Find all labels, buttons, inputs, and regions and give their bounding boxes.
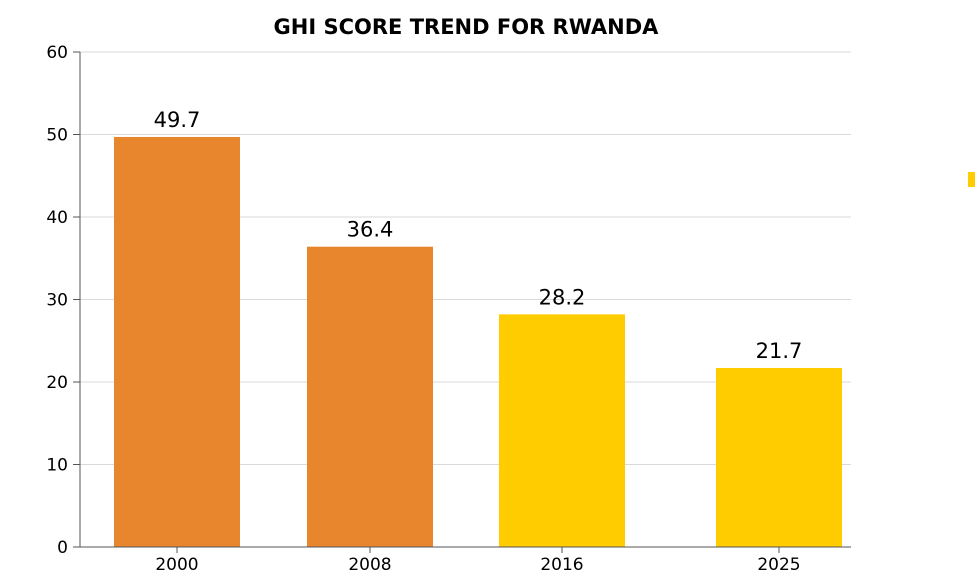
x-tick-label: 2025 (757, 555, 800, 575)
y-tick-label: 60 (46, 43, 68, 63)
x-tick-label: 2008 (348, 555, 391, 575)
x-tick-label: 2016 (540, 555, 583, 575)
bar-2016 (499, 314, 625, 547)
bars (114, 136, 842, 547)
data-labels: 49.7 36.4 28.2 21.7 (154, 108, 803, 363)
x-axis: 2000 2008 2016 2025 (80, 546, 851, 575)
bar-2000 (114, 136, 240, 547)
y-tick-label: 10 (46, 456, 68, 476)
y-tick-label: 30 (46, 291, 68, 311)
y-tick-label: 40 (46, 208, 68, 228)
y-tick-label: 50 (46, 126, 68, 146)
chart-title: GHI SCORE TREND FOR RWANDA (274, 15, 660, 39)
x-tick-label: 2000 (155, 555, 198, 575)
y-tick-label: 0 (57, 538, 68, 558)
legend-marker (968, 172, 975, 187)
data-label-2025: 21.7 (756, 339, 803, 363)
data-label-2008: 36.4 (347, 218, 394, 242)
bar-2025 (716, 367, 842, 547)
data-label-2000: 49.7 (154, 108, 201, 132)
data-label-2016: 28.2 (539, 285, 586, 309)
bar-2008 (307, 246, 433, 547)
y-tick-label: 20 (46, 373, 68, 393)
y-axis: 0 10 20 30 40 50 60 (46, 43, 81, 558)
